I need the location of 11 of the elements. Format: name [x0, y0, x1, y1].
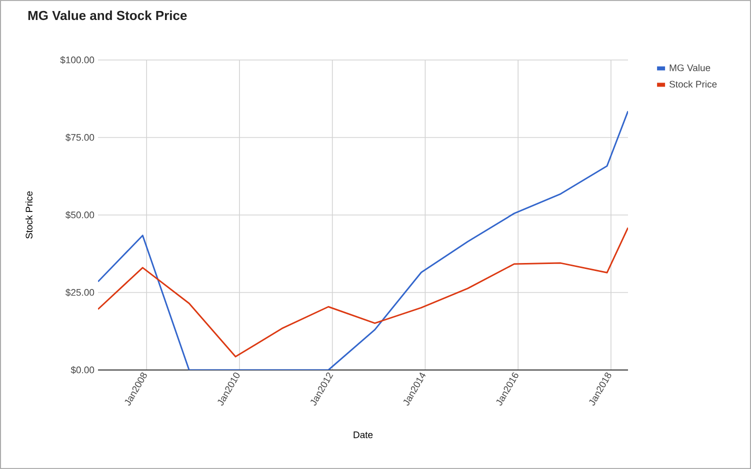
- x-axis-title: Date: [354, 432, 373, 438]
- y-tick-label: $75.00: [66, 134, 94, 142]
- y-tick-label: $50.00: [66, 211, 94, 219]
- y-axis-title: Stock Price: [25, 191, 32, 239]
- y-tick-label: $0.00: [70, 366, 94, 374]
- legend-label: Stock Price: [669, 80, 717, 88]
- y-tick-label: $100.00: [60, 56, 94, 64]
- line-series: [98, 226, 628, 358]
- y-tick-label: $25.00: [66, 288, 94, 296]
- legend-label: MG Value: [670, 64, 710, 72]
- chart-title: MG Value and Stock Price: [28, 10, 187, 20]
